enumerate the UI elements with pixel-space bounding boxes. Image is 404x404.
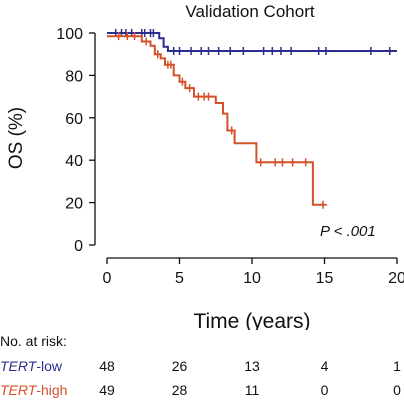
censor-mark-tert-low	[268, 47, 277, 56]
risk-count: 48	[99, 358, 115, 374]
risk-row-label-gene: TERT	[0, 382, 37, 398]
x-axis-label: Time (years)	[193, 310, 310, 330]
censor-mark-tert-low	[277, 47, 285, 56]
x-tick-label: 20	[388, 270, 404, 287]
risk-row-label-gene: TERT	[0, 358, 37, 374]
censor-mark-tert-high	[288, 158, 297, 167]
censor-mark-tert-low	[239, 47, 248, 56]
risk-row: TERT-low 48 26 13 4 1	[0, 358, 404, 378]
censor-mark-tert-high	[166, 60, 175, 69]
risk-count: 49	[99, 382, 115, 398]
risk-row-label-group: -high	[36, 382, 68, 398]
x-tick-label: 0	[103, 270, 112, 287]
x-tick-label: 10	[243, 270, 261, 287]
risk-count: 28	[171, 382, 188, 398]
km-chart: Validation Cohort OS (%) Time (years) P …	[6, 2, 404, 330]
censor-mark-tert-low	[259, 47, 268, 56]
censor-mark-tert-high	[178, 77, 187, 86]
risk-count: 1	[393, 358, 401, 374]
censor-mark-tert-low	[187, 47, 196, 56]
censor-mark-tert-low	[175, 47, 184, 56]
censor-mark-tert-high	[319, 200, 328, 209]
chart-title: Validation Cohort	[185, 2, 314, 21]
y-tick-label: 0	[74, 238, 83, 255]
censor-mark-tert-low	[204, 47, 213, 56]
risk-table-title: No. at risk:	[0, 333, 67, 349]
censor-mark-tert-high	[204, 92, 213, 101]
risk-count: 0	[320, 382, 329, 398]
survival-curve-tert-low	[107, 32, 397, 52]
risk-row: TERT-high 49 28 11 0 0	[0, 382, 404, 402]
p-value-annotation: P < .001	[320, 223, 376, 240]
y-tick-label: 40	[65, 153, 83, 170]
survival-curve-tert-high	[107, 35, 325, 206]
censor-mark-tert-low	[287, 47, 296, 56]
risk-count: 11	[244, 382, 260, 398]
risk-count: 13	[244, 358, 260, 374]
x-tick-label: 15	[316, 270, 334, 287]
censor-mark-tert-low	[366, 47, 375, 56]
censor-mark-tert-high	[271, 158, 280, 167]
y-tick-label: 100	[56, 26, 83, 43]
censor-mark-tert-low	[321, 47, 330, 56]
censor-mark-tert-high	[256, 158, 265, 167]
risk-count: 0	[393, 382, 401, 398]
risk-row-label: TERT-high	[0, 382, 67, 398]
censor-mark-tert-high	[114, 32, 123, 41]
censor-mark-tert-high	[185, 84, 194, 93]
x-tick-label: 5	[175, 270, 184, 287]
censor-mark-tert-high	[278, 158, 287, 167]
y-tick-label: 80	[65, 68, 83, 85]
risk-count: 4	[320, 358, 329, 374]
y-axis-label: OS (%)	[6, 107, 27, 169]
censor-mark-tert-low	[149, 29, 158, 37]
censor-mark-tert-low	[197, 47, 206, 56]
censor-mark-tert-low	[226, 47, 235, 56]
risk-row-label: TERT-low	[0, 358, 62, 374]
censor-mark-tert-high	[227, 126, 236, 135]
y-tick-label: 60	[65, 111, 83, 128]
censor-mark-tert-high	[153, 50, 162, 59]
y-tick-label: 20	[65, 196, 83, 213]
censor-mark-tert-high	[123, 32, 132, 41]
risk-count: 26	[171, 358, 188, 374]
censor-mark-tert-low	[314, 47, 323, 56]
censor-mark-tert-low	[385, 47, 394, 56]
censor-mark-tert-high	[301, 158, 310, 167]
censor-mark-tert-high	[142, 37, 151, 46]
risk-row-label-group: -low	[36, 358, 62, 374]
censor-mark-tert-low	[214, 47, 223, 56]
censor-mark-tert-high	[130, 32, 139, 41]
